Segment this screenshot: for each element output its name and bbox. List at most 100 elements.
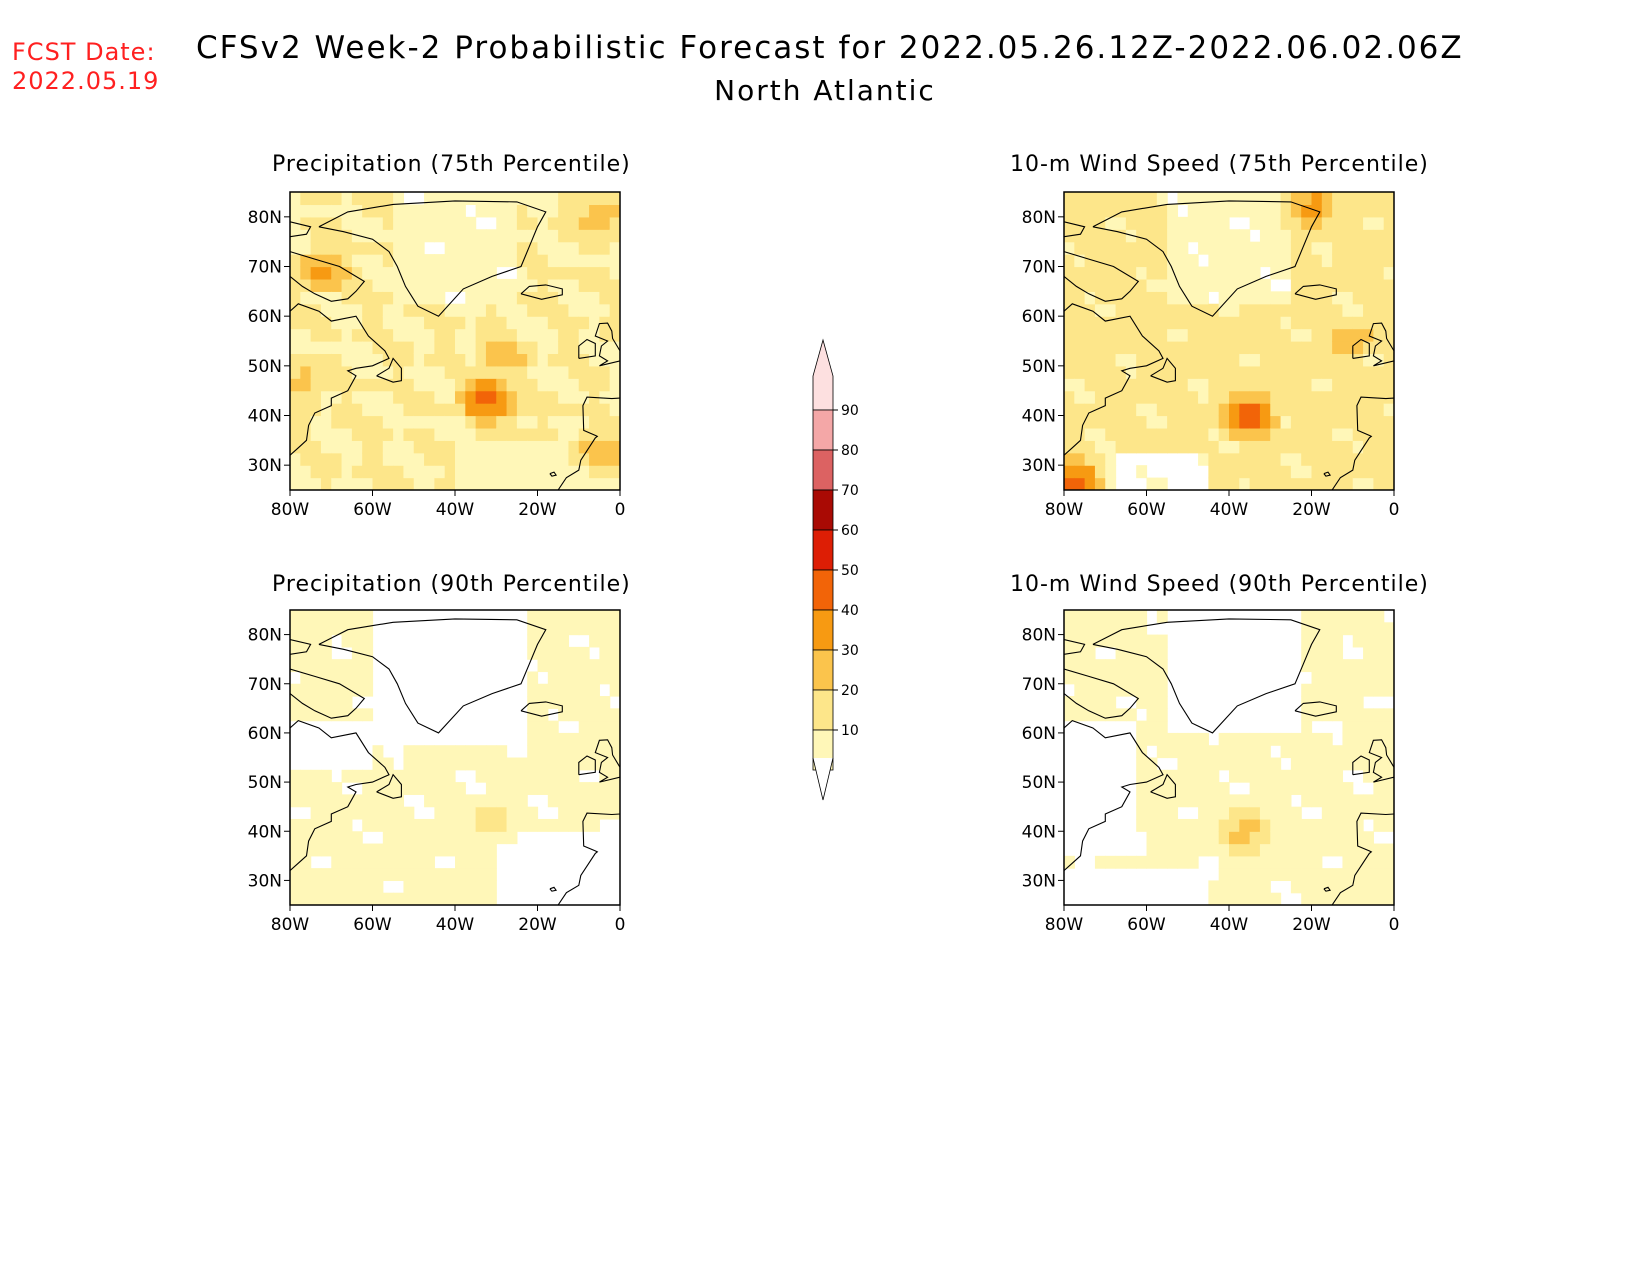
- shading-cell: [589, 818, 600, 832]
- shading-cell: [1321, 794, 1333, 808]
- shading-cell: [300, 440, 312, 454]
- shading-cell: [1270, 868, 1282, 882]
- shading-cell: [1373, 610, 1385, 623]
- shading-cell: [516, 378, 528, 392]
- shading-cell: [1270, 440, 1282, 454]
- shading-cell: [1198, 794, 1209, 808]
- shading-cell: [1125, 855, 1137, 869]
- shading-cell: [609, 452, 620, 466]
- shading-cell: [1074, 610, 1086, 623]
- shading-cell: [1156, 818, 1168, 832]
- shading-cell: [1373, 192, 1385, 206]
- shading-cell: [578, 378, 590, 392]
- shading-cell: [1280, 465, 1292, 479]
- shading-cell: [1084, 440, 1096, 454]
- shading-cell: [382, 452, 394, 466]
- shading-cell: [485, 365, 497, 379]
- shading-cell: [1084, 278, 1096, 292]
- shading-cell: [1301, 880, 1313, 894]
- shading-cell: [1301, 855, 1313, 869]
- shading-cell: [568, 241, 580, 255]
- shading-cell: [1332, 745, 1344, 759]
- shading-cell: [341, 341, 353, 355]
- shading-cell: [310, 671, 322, 685]
- shading-cell: [424, 440, 435, 454]
- shading-cell: [320, 254, 332, 268]
- shading-cell: [1239, 868, 1251, 882]
- shading-cell: [506, 782, 518, 795]
- shading-cell: [1280, 328, 1292, 342]
- shading-cell: [568, 291, 580, 305]
- shading-cell: [341, 708, 353, 722]
- shading-cell: [351, 659, 363, 673]
- shading-cell: [568, 659, 580, 673]
- shading-cell: [1363, 365, 1374, 379]
- shading-cell: [300, 452, 312, 466]
- shading-cell: [558, 732, 570, 746]
- shading-cell: [1074, 353, 1086, 367]
- shading-cell: [424, 769, 435, 783]
- shading-cell: [1270, 192, 1282, 206]
- shading-cell: [1064, 254, 1075, 268]
- shading-cell: [1301, 732, 1313, 746]
- shading-cell: [465, 241, 477, 255]
- shading-cell: [1259, 427, 1271, 441]
- shading-cell: [1167, 216, 1179, 230]
- shading-cell: [516, 254, 528, 268]
- shading-cell: [1177, 303, 1189, 317]
- colorbar-segment: [812, 689, 834, 731]
- shading-cell: [485, 465, 497, 479]
- shading-cell: [1332, 204, 1344, 218]
- shading-cell: [1342, 452, 1354, 466]
- shading-cell: [290, 378, 301, 392]
- shading-cell: [290, 477, 301, 490]
- shading-cell: [1094, 610, 1106, 623]
- shading-cell: [1383, 769, 1394, 783]
- shading-cell: [527, 452, 539, 466]
- shading-cell: [1146, 646, 1158, 660]
- shading-cell: [537, 708, 549, 722]
- shading-cell: [341, 452, 353, 466]
- shading-cell: [475, 440, 487, 454]
- shading-cell: [1239, 757, 1251, 771]
- shading-cell: [1270, 806, 1282, 820]
- shading-cell: [1136, 465, 1148, 479]
- shading-cell: [1290, 229, 1302, 243]
- shading-cell: [413, 818, 425, 832]
- shading-cell: [578, 610, 590, 623]
- shading-cell: [382, 378, 394, 392]
- shading-cell: [290, 683, 301, 697]
- shading-cell: [1064, 452, 1075, 466]
- shading-cell: [1218, 452, 1230, 466]
- shading-cell: [1332, 477, 1344, 490]
- shading-cell: [1259, 291, 1271, 305]
- coastline: [376, 357, 402, 383]
- shading-cell: [310, 390, 322, 404]
- shading-cell: [331, 365, 343, 379]
- shading-cell: [1383, 782, 1394, 795]
- shading-cell: [372, 303, 384, 317]
- shading-cell: [1115, 659, 1127, 673]
- shading-cell: [320, 477, 332, 490]
- shading-cell: [1249, 855, 1261, 869]
- shading-cell: [424, 254, 435, 268]
- lat-tick-label: 60N: [248, 724, 282, 744]
- shading-cell: [1332, 316, 1344, 330]
- shading-cell: [1321, 745, 1333, 759]
- shading-cell: [1074, 415, 1086, 429]
- shading-cell: [1187, 403, 1199, 417]
- shading-cell: [1311, 365, 1323, 379]
- shading-cell: [527, 622, 539, 636]
- shading-cell: [444, 806, 456, 820]
- shading-cell: [320, 646, 332, 660]
- shading-cell: [351, 390, 363, 404]
- shading-cell: [527, 696, 539, 709]
- shading-cell: [1136, 427, 1148, 441]
- shading-cell: [444, 278, 456, 292]
- shading-cell: [1146, 806, 1158, 820]
- shading-cell: [403, 266, 415, 280]
- shading-cell: [1363, 855, 1374, 869]
- shading-cell: [475, 390, 487, 404]
- shading-cell: [465, 880, 477, 894]
